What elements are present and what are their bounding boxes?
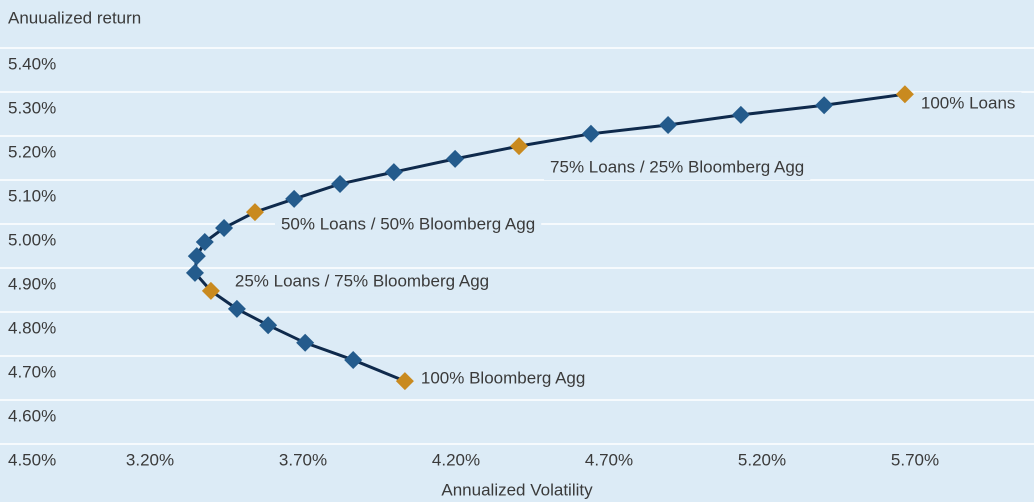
portfolio-marker: [395, 372, 414, 391]
annotation: 75% Loans / 25% Bloomberg Agg: [550, 158, 804, 177]
annotation: 50% Loans / 50% Bloomberg Agg: [281, 215, 535, 234]
portfolio-marker: [331, 174, 350, 193]
x-tick-label: 4.20%: [432, 450, 480, 469]
y-axis-title: Anuualized return: [8, 8, 141, 27]
portfolio-marker: [581, 124, 600, 143]
portfolio-marker: [731, 105, 750, 124]
y-tick-label: 5.40%: [8, 54, 56, 73]
y-tick-label: 5.00%: [8, 230, 56, 249]
x-tick-label: 4.70%: [585, 450, 633, 469]
y-tick-label: 5.10%: [8, 186, 56, 205]
y-tick-label: 4.80%: [8, 318, 56, 337]
portfolio-marker: [215, 218, 234, 237]
annotation: 100% Loans: [921, 94, 1016, 113]
annotation: 25% Loans / 75% Bloomberg Agg: [235, 271, 489, 290]
portfolio-marker: [285, 189, 304, 208]
y-tick-label: 4.50%: [8, 450, 56, 469]
portfolio-marker: [259, 316, 278, 335]
y-tick-label: 4.60%: [8, 406, 56, 425]
portfolio-marker: [195, 233, 214, 252]
annotation-background: [228, 269, 496, 294]
portfolio-marker: [187, 247, 206, 266]
x-tick-label: 3.70%: [279, 450, 327, 469]
portfolio-marker: [659, 116, 678, 134]
x-tick-label: 5.70%: [891, 450, 939, 469]
y-tick-label: 4.70%: [8, 362, 56, 381]
y-tick-label: 4.90%: [8, 274, 56, 293]
portfolio-marker: [895, 85, 914, 104]
portfolio-marker: [446, 149, 465, 168]
portfolio-marker: [510, 137, 529, 156]
annotation-background: [544, 156, 811, 181]
portfolio-marker: [245, 203, 264, 222]
y-tick-label: 5.20%: [8, 142, 56, 161]
x-axis-title: Annualized Volatility: [441, 480, 593, 499]
portfolio-marker: [344, 350, 363, 369]
portfolio-marker: [201, 281, 220, 300]
portfolio-marker: [185, 263, 204, 282]
portfolio-marker: [227, 299, 246, 318]
annotation-background: [274, 213, 542, 238]
portfolio-marker: [296, 333, 315, 352]
x-tick-label: 5.20%: [738, 450, 786, 469]
portfolio-marker: [384, 163, 403, 182]
annotation: 100% Bloomberg Agg: [421, 369, 585, 388]
annotation-background: [414, 367, 592, 392]
y-tick-label: 5.30%: [8, 98, 56, 117]
annotation-background: [914, 92, 1022, 117]
portfolio-marker: [815, 96, 834, 115]
x-tick-label: 3.20%: [126, 450, 174, 469]
